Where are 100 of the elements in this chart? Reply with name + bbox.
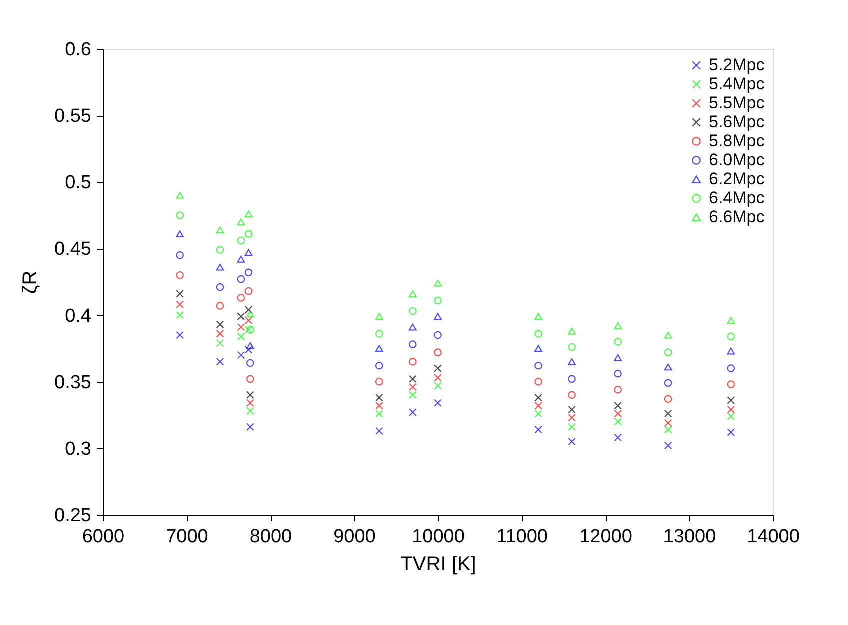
point — [176, 271, 184, 280]
point — [568, 343, 576, 352]
point — [408, 324, 417, 331]
point — [614, 338, 622, 346]
point — [614, 322, 622, 330]
point — [664, 442, 672, 450]
point — [568, 391, 576, 400]
point — [534, 410, 542, 418]
point — [375, 330, 384, 338]
point — [434, 296, 442, 305]
point — [408, 383, 417, 392]
y-tick-label: 0.6 — [65, 40, 92, 60]
point — [176, 290, 184, 298]
point — [434, 364, 442, 372]
point — [568, 358, 576, 366]
point — [408, 307, 417, 316]
point — [216, 302, 224, 310]
x-tick-label: 11000 — [496, 526, 548, 548]
point — [246, 391, 254, 400]
x-tick-label: 14000 — [747, 526, 800, 548]
x-tick-label: 13000 — [663, 526, 716, 548]
point — [664, 348, 672, 356]
point — [408, 290, 417, 298]
point — [664, 332, 672, 339]
point — [375, 313, 384, 320]
point — [614, 354, 622, 362]
point — [727, 332, 736, 340]
point — [534, 394, 542, 402]
point — [244, 268, 253, 277]
point — [614, 410, 622, 418]
point — [568, 423, 576, 432]
point — [664, 426, 672, 434]
point — [237, 294, 246, 302]
point — [664, 364, 672, 371]
point — [216, 264, 224, 271]
point — [727, 428, 736, 436]
x-axis-title: TVRI [K] — [400, 554, 476, 576]
point — [664, 395, 672, 404]
point — [244, 230, 253, 238]
point — [727, 406, 736, 414]
point — [244, 249, 253, 256]
legend-label: 6.0Mpc — [709, 150, 766, 170]
point — [237, 275, 246, 284]
y-tick-label: 0.55 — [54, 106, 92, 128]
point — [727, 412, 736, 420]
point — [176, 311, 184, 320]
point — [176, 251, 184, 260]
point — [237, 323, 246, 332]
point — [408, 358, 417, 366]
x-tick-label: 7000 — [166, 526, 208, 548]
point — [375, 410, 384, 418]
point — [246, 399, 254, 408]
legend-label: 5.2Mpc — [709, 56, 766, 74]
point — [727, 348, 736, 355]
point — [727, 364, 736, 372]
y-tick-label: 0.25 — [54, 506, 92, 526]
point — [176, 212, 184, 220]
legend-label: 5.6Mpc — [709, 112, 766, 132]
point — [434, 382, 442, 390]
point — [237, 351, 246, 360]
point — [534, 345, 542, 352]
point — [727, 396, 736, 404]
point — [434, 348, 442, 356]
point — [244, 316, 253, 325]
x-tick-label: 8000 — [250, 526, 292, 548]
point — [568, 406, 576, 414]
point — [216, 283, 224, 292]
point — [237, 332, 246, 340]
point — [216, 339, 224, 348]
point — [216, 246, 224, 254]
y-tick-label: 0.35 — [54, 372, 92, 394]
point — [246, 310, 254, 318]
point — [534, 378, 542, 386]
point — [408, 391, 417, 400]
y-tick-label: 0.3 — [65, 438, 92, 460]
y-tick-label: 0.4 — [65, 306, 92, 327]
point — [216, 358, 224, 366]
point — [614, 402, 622, 410]
point — [216, 330, 224, 338]
point — [434, 374, 442, 382]
point — [534, 426, 542, 434]
point — [246, 423, 254, 432]
point — [568, 375, 576, 384]
point — [216, 320, 224, 329]
x-tick-label: 12000 — [580, 526, 632, 548]
point — [434, 280, 442, 287]
point — [246, 342, 254, 350]
legend-label: 6.2Mpc — [709, 170, 766, 188]
point — [244, 287, 253, 296]
x-tick-label: 6000 — [82, 526, 125, 548]
point — [246, 359, 254, 368]
point — [614, 434, 622, 442]
point — [568, 328, 576, 335]
point — [375, 345, 384, 352]
point — [375, 427, 384, 436]
point — [237, 256, 246, 263]
point — [614, 370, 622, 378]
y-tick-label: 0.5 — [65, 172, 92, 194]
point — [434, 331, 442, 340]
legend-label: 5.8Mpc — [709, 132, 766, 150]
